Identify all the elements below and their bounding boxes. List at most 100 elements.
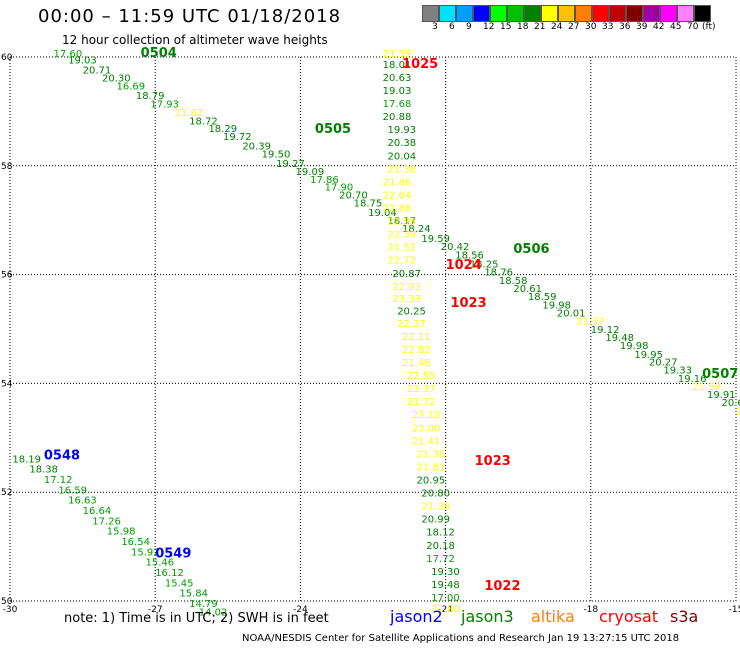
wave-height-value: 21.39 xyxy=(383,49,412,60)
wave-height-value: 20.63 xyxy=(383,73,412,84)
wave-height-value: 19.93 xyxy=(388,125,417,136)
wave-height-value: 20.04 xyxy=(388,151,417,162)
wave-height-value: 15.84 xyxy=(179,589,208,600)
wave-height-value: 18.59 xyxy=(528,292,557,303)
credit-line: NOAA/NESDIS Center for Satellite Applica… xyxy=(242,633,680,644)
legend-label: 3 xyxy=(432,22,438,32)
wave-height-value: 16.12 xyxy=(155,568,184,579)
wave-height-value: 19.33 xyxy=(663,366,692,377)
lat-tick-label: 50 xyxy=(1,597,13,607)
wave-height-value: 18.56 xyxy=(455,250,484,261)
wave-height-value: 17.00 xyxy=(431,593,460,604)
legend-label: 36 xyxy=(619,22,631,32)
wave-height-value: 16.63 xyxy=(68,496,97,507)
wave-height-value: 21.38 xyxy=(421,502,450,513)
pass-label: 1025 xyxy=(402,57,438,72)
wave-height-value: 22.37 xyxy=(397,319,426,330)
wave-height-value: 19.03 xyxy=(383,86,412,97)
legend-label: 6 xyxy=(449,22,455,32)
legend-swatch xyxy=(694,5,711,22)
wave-height-value: 21.52 xyxy=(388,243,417,254)
legend-label: 42 xyxy=(653,22,665,32)
wave-height-value: 19.91 xyxy=(707,390,736,401)
wave-height-value: 20.95 xyxy=(417,475,446,486)
wave-height-value: 19.98 xyxy=(620,341,649,352)
wave-height-value: 20.27 xyxy=(649,357,678,368)
wave-height-value: 16.69 xyxy=(116,82,145,93)
wave-height-value: 20.18 xyxy=(426,541,455,552)
wave-height-value: 22.93 xyxy=(392,282,421,293)
wave-height-value: 19.03 xyxy=(68,56,97,67)
lat-tick-label: 58 xyxy=(1,162,13,172)
wave-height-value: 21.38 xyxy=(388,164,417,175)
wave-height-value: 16.54 xyxy=(121,537,150,548)
wave-height-value: 20.87 xyxy=(392,269,421,280)
wave-height-value: 20.71 xyxy=(83,65,112,76)
wave-height-value: 18.01 xyxy=(383,60,412,71)
wave-height-value: 18.72 xyxy=(189,116,218,127)
footer-note: note: 1) Time is in UTC; 2) SWH is in fe… xyxy=(64,611,329,626)
legend-swatch xyxy=(541,5,558,22)
wave-height-value: 18.58 xyxy=(499,276,528,287)
wave-height-value: 21.81 xyxy=(417,462,446,473)
legend-swatch xyxy=(592,5,609,22)
legend-swatch xyxy=(558,5,575,22)
wave-height-value: 20.39 xyxy=(242,141,271,152)
legend-label: (ft) xyxy=(702,22,716,32)
legend-swatch xyxy=(677,5,694,22)
wave-height-value: 22.95 xyxy=(388,217,417,228)
wave-height-value: 19.12 xyxy=(591,325,620,336)
wave-height-value: 20.60 xyxy=(721,398,740,409)
wave-height-value: 16.59 xyxy=(58,485,87,496)
legend-label: 27 xyxy=(568,22,580,32)
wave-height-value: 15.92 xyxy=(131,547,160,558)
map-subtitle: 12 hour collection of altimeter wave hei… xyxy=(62,33,328,47)
legend-label: 39 xyxy=(636,22,648,32)
wave-height-value: 23.33 xyxy=(392,294,421,305)
legend-swatch xyxy=(456,5,473,22)
wave-height-value: 19.95 xyxy=(634,350,663,361)
pass-label: 1024 xyxy=(446,258,482,273)
wave-height-value: 19.59 xyxy=(421,234,450,245)
wave-height-value: 19.16 xyxy=(678,374,707,385)
legend-label: 30 xyxy=(585,22,597,32)
satellite-name: cryosat xyxy=(599,607,659,626)
satellite-name: jason3 xyxy=(461,607,514,626)
legend-label: 9 xyxy=(466,22,472,32)
lat-tick-label: 56 xyxy=(1,271,13,281)
pass-label: 0506 xyxy=(513,242,549,257)
legend-label: 18 xyxy=(517,22,529,32)
wave-height-value: 21.41 xyxy=(412,436,441,447)
legend-label: 45 xyxy=(670,22,682,32)
wave-height-value: 19.98 xyxy=(542,300,571,311)
legend-swatch xyxy=(660,5,677,22)
wave-height-value: 22.59 xyxy=(407,371,436,382)
lon-tick-label: -24 xyxy=(293,605,308,615)
wave-height-value: 18.76 xyxy=(484,268,513,279)
wave-height-value: 23.18 xyxy=(412,410,441,421)
legend-swatch xyxy=(439,5,456,22)
legend-label: 15 xyxy=(500,22,512,32)
wave-height-value: 17.90 xyxy=(325,182,354,193)
pass-label: 1023 xyxy=(450,296,486,311)
wave-height-value: 15.45 xyxy=(165,578,194,589)
wave-height-value: 20.42 xyxy=(441,242,470,253)
wave-height-value: 17.86 xyxy=(310,175,339,186)
wave-height-value: 22.82 xyxy=(402,345,431,356)
wave-height-value: 18.75 xyxy=(354,199,383,210)
satellite-name: altika xyxy=(531,607,575,626)
wave-height-value: 19.04 xyxy=(368,208,397,219)
wave-height-value: 18.38 xyxy=(29,465,58,476)
wave-height-value: 21.86 xyxy=(383,177,412,188)
legend-swatch xyxy=(422,5,439,22)
wave-height-value: 22.80 xyxy=(431,604,460,615)
lat-tick-label: 54 xyxy=(1,379,13,389)
wave-height-value: 18.12 xyxy=(426,528,455,539)
pass-label: 1022 xyxy=(484,579,520,594)
wave-height-value: 23.37 xyxy=(407,384,436,395)
wave-height-value: 22.88 xyxy=(383,203,412,214)
pass-label: 0548 xyxy=(44,449,80,464)
legend-swatch xyxy=(575,5,592,22)
wave-height-value: 22.39 xyxy=(388,230,417,241)
